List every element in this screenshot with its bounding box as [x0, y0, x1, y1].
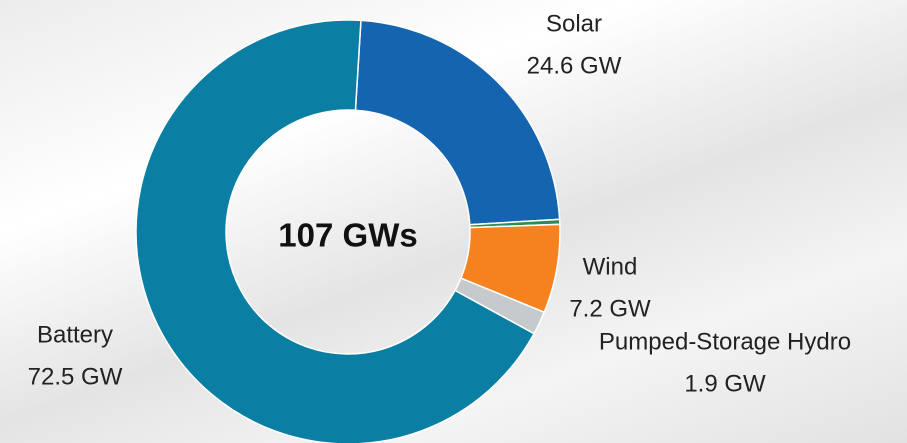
- slice-value-label: 1.9 GW: [684, 370, 766, 397]
- slice-label: Wind: [583, 253, 638, 280]
- donut-slice: [354, 19, 561, 226]
- slice-label: Pumped-Storage Hydro: [599, 328, 851, 355]
- slice-value-label: 24.6 GW: [527, 52, 622, 79]
- slice-label: Solar: [546, 10, 602, 37]
- slice-value-label: 7.2 GW: [569, 295, 651, 322]
- center-label: 107 GWs: [278, 217, 417, 254]
- slice-value-label: 72.5 GW: [28, 363, 123, 390]
- slice-label: Battery: [37, 321, 113, 348]
- donut-slice: [135, 19, 536, 443]
